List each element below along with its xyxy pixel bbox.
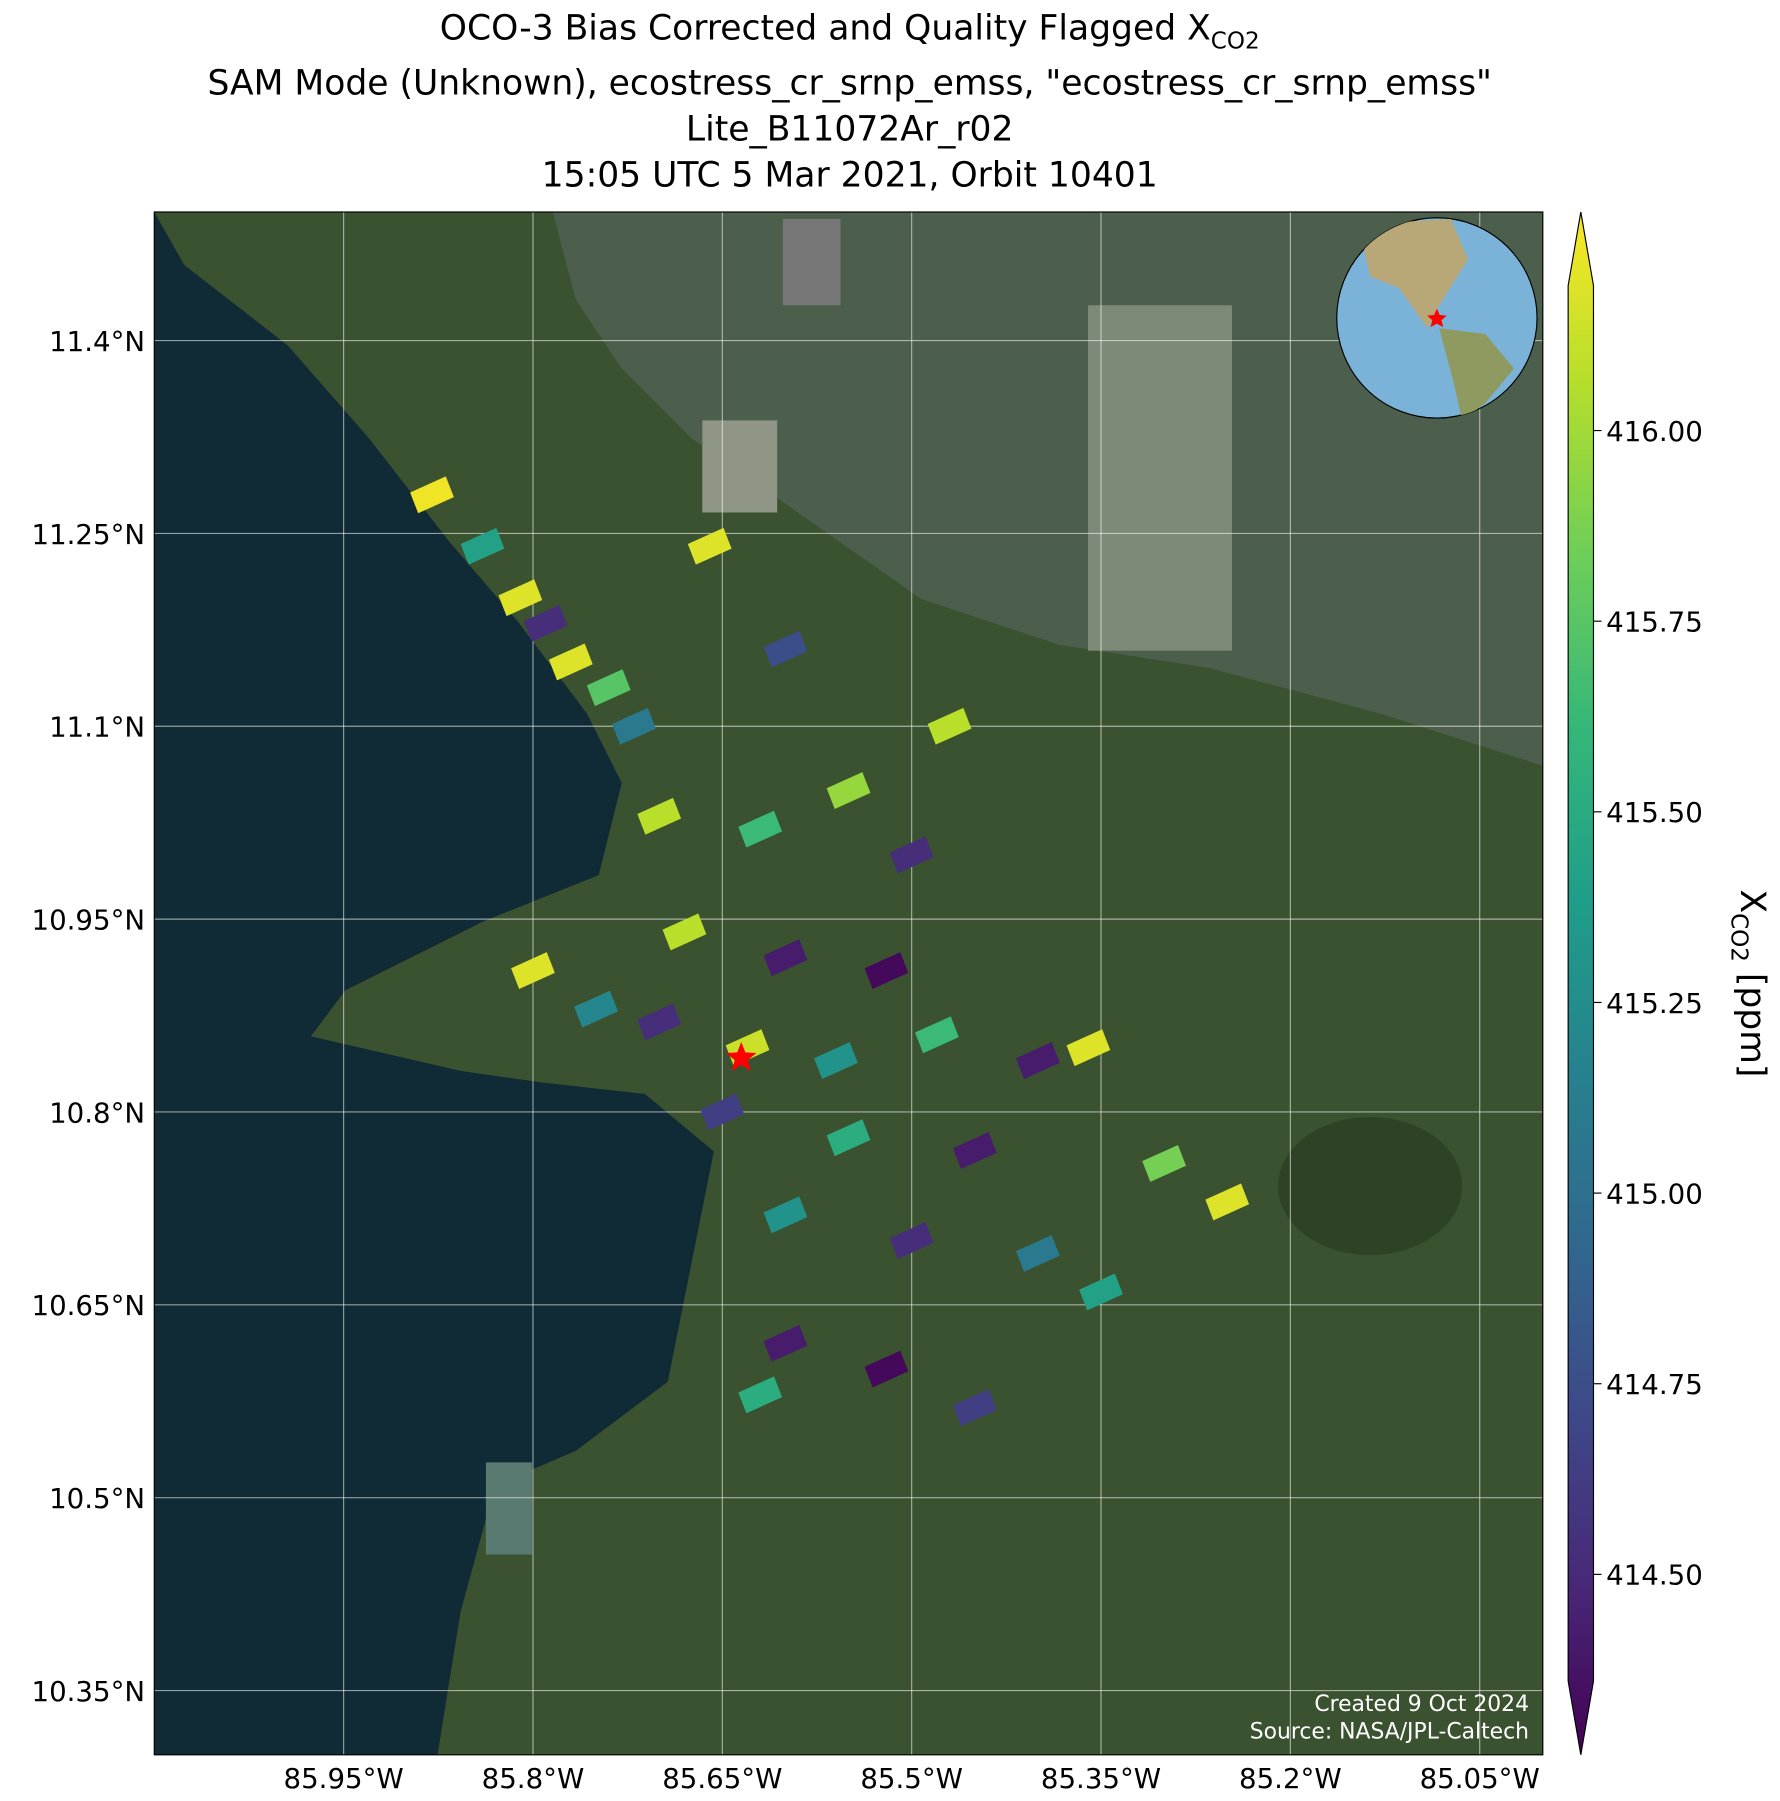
sea [154, 211, 714, 1755]
basemap [154, 211, 1543, 1755]
footprint [952, 1389, 997, 1427]
footprint [763, 939, 808, 977]
globe-marker [1427, 308, 1447, 328]
x-tick-label: 85.05°W [1420, 1762, 1540, 1795]
colorbar-tick-label: 416.00 [1606, 415, 1703, 448]
colorbar-tick-label: 415.25 [1606, 987, 1703, 1020]
title-text: OCO-3 Bias Corrected and Quality Flagged… [440, 8, 1211, 48]
footprint [687, 527, 732, 565]
colorbar-body [1567, 211, 1595, 1755]
footprint [864, 952, 909, 989]
y-tick-label: 10.95°N [32, 903, 146, 936]
x-tick-label: 85.8°W [482, 1762, 585, 1795]
x-tick-label: 85.35°W [1041, 1762, 1161, 1795]
colorbar-tick-label: 414.75 [1606, 1368, 1703, 1401]
gridlines [154, 211, 1543, 1755]
lake [552, 211, 1543, 766]
colorbar-label: XCO2 [ppm] [1726, 889, 1772, 1077]
footprint [410, 476, 454, 514]
title-subscript: CO2 [1211, 28, 1260, 54]
footprints [410, 476, 1250, 1427]
colorbar-tick-label: 415.75 [1606, 606, 1703, 639]
colorbar-tick-label: 415.50 [1606, 796, 1703, 829]
footprint [826, 1119, 871, 1157]
colorbar-tick-label: 414.50 [1606, 1559, 1703, 1592]
footprint [1079, 1273, 1123, 1311]
y-tick-label: 11.1°N [49, 711, 145, 744]
footprint [612, 707, 656, 745]
footprint [814, 1042, 858, 1079]
y-tick-label: 11.4°N [49, 325, 145, 358]
credit: Source: NASA/JPL-Caltech [1250, 1720, 1529, 1745]
colorbar-tick-label: 415.00 [1606, 1177, 1703, 1210]
footprint [927, 707, 972, 745]
footprint [662, 913, 707, 951]
y-tick-label: 11.25°N [32, 518, 146, 551]
footprint [864, 1350, 909, 1388]
y-tick-label: 10.5°N [49, 1482, 145, 1515]
title-line: 15:05 UTC 5 Mar 2021, Orbit 10401 [542, 156, 1158, 196]
footprint [763, 1324, 808, 1362]
footprint [915, 1016, 959, 1054]
footprint [889, 836, 934, 874]
title-line: SAM Mode (Unknown), ecostress_cr_srnp_em… [207, 64, 1491, 104]
footprint [460, 527, 505, 565]
north-america [1358, 218, 1468, 329]
footprint [1142, 1144, 1187, 1182]
footprint [952, 1132, 997, 1169]
volcano [1278, 1116, 1463, 1256]
footprint [1205, 1183, 1250, 1221]
footprint [763, 1196, 808, 1234]
y-tick-label: 10.65°N [32, 1289, 146, 1322]
target-marker [725, 1041, 757, 1072]
image-tile [782, 218, 841, 306]
colorbar: XCO2 [ppm] 416.00 415.75 415.50 415.25 415.0… [1567, 211, 1772, 1755]
title: OCO-3 Bias Corrected and Quality Flagged… [207, 8, 1491, 195]
footprint [523, 604, 568, 642]
globe-inset [1336, 217, 1538, 419]
footprint [738, 1376, 783, 1414]
x-tick-label: 85.65°W [662, 1762, 782, 1795]
footprint [1066, 1029, 1111, 1067]
image-tile [702, 420, 778, 513]
x-tick-label: 85.95°W [284, 1762, 404, 1795]
footprint [511, 952, 555, 989]
footprint [700, 1093, 745, 1131]
footprint [1016, 1234, 1060, 1272]
footprint [586, 669, 631, 707]
image-tile [1088, 305, 1232, 651]
y-tick-label: 10.35°N [32, 1675, 146, 1708]
footprint [637, 797, 682, 835]
title-line: OCO-3 Bias Corrected and Quality Flagged… [440, 8, 1260, 54]
credit: Created 9 Oct 2024 [1314, 1692, 1529, 1717]
footprint [889, 1222, 934, 1259]
footprint [637, 1003, 682, 1041]
x-tick-label: 85.2°W [1239, 1762, 1342, 1795]
south-america [1439, 328, 1515, 419]
image-tile [485, 1462, 532, 1555]
map-frame [153, 211, 1544, 1756]
footprint [738, 810, 783, 848]
colorbar-label-part: CO2 [1726, 913, 1752, 962]
continents [1358, 218, 1515, 419]
footprint [826, 772, 871, 809]
title-line: Lite_B11072Ar_r02 [686, 110, 1014, 150]
colorbar-label-part: X [1732, 889, 1772, 913]
footprint [548, 643, 593, 681]
y-tick-label: 10.8°N [49, 1096, 145, 1129]
footprint [574, 990, 618, 1028]
footprint [1016, 1042, 1060, 1079]
colorbar-label-part: [ppm] [1732, 962, 1772, 1077]
footprint [498, 579, 543, 617]
footprint [763, 630, 808, 668]
x-tick-label: 85.5°W [860, 1762, 963, 1795]
